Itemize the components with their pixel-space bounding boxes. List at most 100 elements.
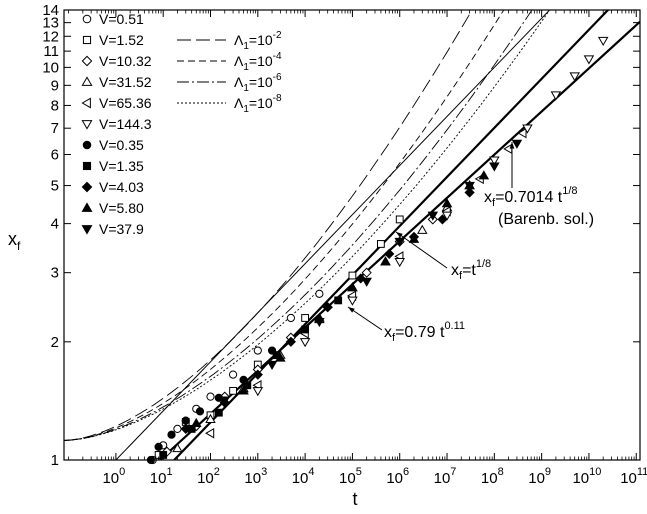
data-point bbox=[228, 370, 238, 379]
data-point bbox=[286, 313, 295, 323]
x-tick-label: 101 bbox=[150, 466, 173, 487]
y-axis-title-base: x bbox=[8, 229, 17, 249]
data-point bbox=[206, 392, 215, 401]
legend-label: V=0.51 bbox=[99, 11, 144, 27]
data-point bbox=[285, 336, 296, 347]
legend-label: V=65.36 bbox=[99, 95, 152, 111]
legend-label: V=4.03 bbox=[99, 179, 144, 195]
data-point bbox=[181, 416, 190, 425]
data-point bbox=[334, 296, 343, 305]
x-tick-label: 1010 bbox=[572, 466, 601, 487]
data-point bbox=[219, 396, 231, 406]
data-point bbox=[478, 170, 490, 180]
data-point bbox=[522, 124, 533, 134]
x-axis-ticks: 100 101 102 103 104 105 106 107 108 109 1010 1011 bbox=[68, 10, 647, 487]
data-point bbox=[301, 325, 310, 334]
lambda-curve bbox=[64, 10, 551, 441]
data-point bbox=[394, 257, 405, 268]
legend-marker bbox=[81, 202, 93, 212]
legend-label: V=0.35 bbox=[99, 137, 144, 153]
data-point bbox=[275, 352, 286, 362]
legend-label: V=31.52 bbox=[99, 74, 152, 90]
x-tick-label: 108 bbox=[481, 466, 504, 487]
x-tick-label: 109 bbox=[528, 466, 551, 487]
y-tick-label: 6 bbox=[51, 146, 59, 163]
data-point bbox=[355, 273, 366, 284]
lambda-curve bbox=[64, 10, 505, 441]
y-tick-label: 8 bbox=[51, 97, 59, 114]
y-tick-label: 2 bbox=[51, 334, 59, 351]
legend-marker bbox=[82, 35, 92, 45]
y-tick-label: 13 bbox=[42, 15, 59, 32]
legend-marker bbox=[81, 76, 93, 86]
x-tick-label: 103 bbox=[244, 466, 267, 487]
y-tick-label: 10 bbox=[42, 59, 59, 76]
legend-marker bbox=[82, 140, 92, 150]
y-tick-label: 4 bbox=[51, 216, 59, 233]
y-tick-label: 11 bbox=[43, 43, 59, 60]
data-point bbox=[464, 187, 475, 198]
data-point bbox=[517, 127, 527, 139]
data-point bbox=[252, 387, 264, 397]
theory-line bbox=[173, 10, 610, 460]
y-tick-label: 3 bbox=[51, 265, 59, 282]
data-point bbox=[511, 139, 523, 149]
theory-line bbox=[115, 10, 551, 460]
annotation-arrows bbox=[347, 142, 515, 331]
data-point bbox=[190, 417, 202, 428]
data-point bbox=[427, 211, 439, 221]
data-point bbox=[464, 181, 475, 191]
data-point bbox=[394, 237, 405, 247]
legend-label: V=5.80 bbox=[99, 200, 144, 216]
annotation-barenblatt: xf=0.7014 t1/8 bbox=[484, 185, 578, 209]
data-point bbox=[437, 214, 448, 225]
data-point bbox=[569, 72, 580, 82]
annotation-arrow bbox=[395, 231, 448, 269]
data-point bbox=[205, 427, 215, 439]
x-tick-label: 106 bbox=[386, 466, 409, 487]
data-point bbox=[180, 423, 191, 435]
data-points bbox=[146, 36, 609, 465]
annotations: xf=0.7014 t1/8 (Barenb. sol.) xf=t1/8 xf… bbox=[384, 185, 594, 344]
y-tick-label: 12 bbox=[42, 28, 59, 45]
y-tick-label: 7 bbox=[51, 120, 59, 137]
x-axis-title: t bbox=[352, 489, 357, 509]
data-point bbox=[301, 314, 310, 322]
legend-label: Λ1=10-2 bbox=[234, 30, 282, 52]
data-point bbox=[597, 36, 609, 47]
data-point bbox=[384, 248, 395, 259]
legend-label: Λ1=10-8 bbox=[234, 93, 282, 115]
y-tick-label: 14 bbox=[42, 2, 59, 19]
data-point bbox=[489, 162, 500, 172]
arrow-head bbox=[509, 142, 515, 149]
data-point bbox=[380, 256, 391, 266]
data-point bbox=[315, 289, 324, 298]
legend-marker bbox=[82, 14, 92, 24]
legend-label: V=1.52 bbox=[99, 32, 144, 48]
y-tick-label: 1 bbox=[51, 452, 59, 469]
annotation-079: xf=0.79 t0.11 bbox=[384, 320, 465, 344]
data-point bbox=[229, 386, 237, 395]
annotation-t18: xf=t1/8 bbox=[451, 258, 491, 282]
arrow-head bbox=[396, 232, 403, 238]
legend-label: V=144.3 bbox=[99, 116, 152, 132]
legend-lambda: Λ1=10-2Λ1=10-4Λ1=10-6Λ1=10-8 bbox=[177, 30, 282, 115]
x-tick-label: 107 bbox=[434, 466, 457, 487]
data-point bbox=[395, 215, 404, 224]
data-point bbox=[314, 318, 325, 328]
legend-label: Λ1=10-6 bbox=[234, 72, 282, 94]
legend-label: V=10.32 bbox=[99, 53, 152, 69]
legend-marker bbox=[82, 161, 92, 171]
legend-marker bbox=[81, 55, 93, 67]
y-tick-label: 9 bbox=[51, 77, 59, 94]
y-axis-title-sub: f bbox=[17, 239, 21, 253]
data-point bbox=[583, 55, 595, 65]
legend-label: V=1.35 bbox=[99, 158, 144, 174]
data-point bbox=[348, 271, 357, 280]
x-tick-label: 100 bbox=[102, 466, 125, 487]
data-point bbox=[253, 346, 262, 355]
legend-marker bbox=[81, 181, 93, 193]
data-point bbox=[243, 381, 252, 390]
data-point bbox=[361, 267, 372, 278]
